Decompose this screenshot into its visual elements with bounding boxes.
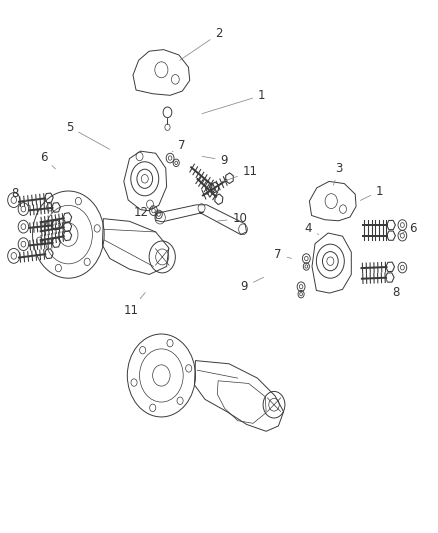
Text: 6: 6: [399, 222, 417, 235]
Text: 8: 8: [386, 279, 399, 298]
Text: 9: 9: [202, 154, 228, 167]
Text: 1: 1: [360, 184, 383, 200]
Text: 10: 10: [217, 212, 247, 225]
Text: 11: 11: [223, 165, 258, 182]
Text: 9: 9: [240, 277, 264, 293]
Text: 8: 8: [11, 187, 28, 202]
Text: 7: 7: [173, 139, 186, 152]
Text: 11: 11: [124, 293, 145, 317]
Text: 2: 2: [180, 27, 223, 60]
Text: 4: 4: [305, 222, 318, 235]
Text: 7: 7: [274, 248, 291, 261]
Text: 3: 3: [333, 161, 343, 185]
Text: 5: 5: [66, 120, 110, 149]
Text: 6: 6: [40, 151, 56, 169]
Text: 12: 12: [134, 205, 152, 219]
Text: 1: 1: [202, 89, 265, 114]
